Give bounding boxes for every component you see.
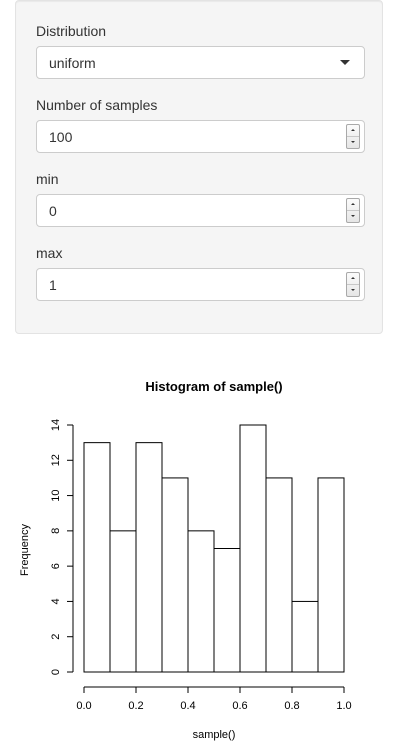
histogram-bar: [187, 530, 215, 673]
y-tick-label: 8: [50, 528, 62, 534]
histogram-bar: [317, 477, 345, 673]
spinner-down-icon[interactable]: [347, 211, 359, 222]
y-tick-label: 4: [50, 598, 62, 604]
spinner-up-icon[interactable]: [347, 125, 359, 137]
max-label: max: [36, 245, 63, 261]
distribution-selected-value: uniform: [49, 55, 96, 71]
n-samples-input[interactable]: 100: [36, 120, 365, 153]
histogram-bar: [109, 530, 137, 673]
histogram-bars: [83, 424, 345, 673]
y-tick-label: 12: [50, 454, 62, 466]
y-tick-label: 6: [50, 563, 62, 569]
chart-title: Histogram of sample(): [145, 379, 282, 394]
x-tick-label: 0.4: [180, 700, 195, 712]
histogram-bar: [83, 442, 111, 673]
n-samples-label: Number of samples: [36, 97, 158, 113]
histogram-bar: [265, 477, 293, 673]
histogram-bar: [161, 477, 189, 673]
spinner-down-icon[interactable]: [347, 137, 359, 148]
histogram-bar: [213, 548, 241, 673]
x-tick-label: 0.8: [284, 700, 299, 712]
x-tick-label: 0.6: [232, 700, 247, 712]
n-samples-spinner[interactable]: [346, 124, 360, 149]
n-samples-value: 100: [49, 129, 73, 145]
x-axis-label: sample(): [193, 729, 236, 741]
histogram-bar: [291, 600, 319, 673]
y-tick-label: 14: [50, 419, 62, 431]
y-axis: 0 2 4 6 8 10 12 14: [50, 419, 74, 675]
histogram-plot: Histogram of sample() 0.0 0.2 0.4 0.6 0.8 1.0…: [19, 379, 352, 741]
min-label: min: [36, 171, 59, 187]
min-value: 0: [49, 203, 57, 219]
spinner-down-icon[interactable]: [347, 285, 359, 296]
x-tick-label: 0.0: [76, 700, 91, 712]
histogram-bar: [135, 442, 163, 673]
x-tick-label: 1.0: [336, 700, 351, 712]
histogram-bar: [239, 424, 267, 673]
x-tick-label: 0.2: [128, 700, 143, 712]
y-tick-label: 10: [50, 489, 62, 501]
chevron-down-icon: [340, 60, 350, 65]
max-spinner[interactable]: [346, 272, 360, 297]
spinner-up-icon[interactable]: [347, 199, 359, 211]
max-value: 1: [49, 277, 57, 293]
min-input[interactable]: 0: [36, 194, 365, 227]
max-input[interactable]: 1: [36, 268, 365, 301]
y-tick-label: 2: [50, 634, 62, 640]
sidebar-panel: Distribution uniform Number of samples 1…: [15, 0, 383, 334]
distribution-select[interactable]: uniform: [36, 46, 365, 79]
min-spinner[interactable]: [346, 198, 360, 223]
x-axis: 0.0 0.2 0.4 0.6 0.8 1.0: [76, 686, 352, 712]
distribution-label: Distribution: [36, 23, 107, 39]
y-axis-label: Frequency: [19, 524, 31, 576]
spinner-up-icon[interactable]: [347, 273, 359, 285]
y-tick-label: 0: [50, 669, 62, 675]
